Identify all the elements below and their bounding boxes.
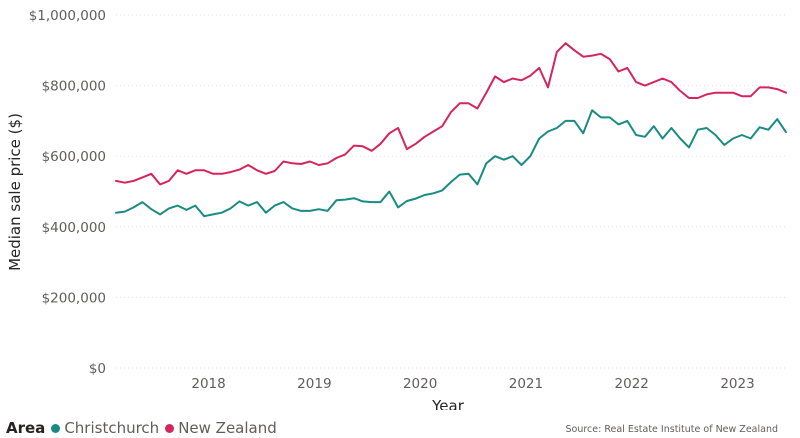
y-tick-label: $400,000: [42, 220, 106, 236]
y-axis-ticks: $0 $200,000 $400,000 $600,000 $800,000 $1,000…: [29, 8, 106, 377]
series-line-new-zealand[interactable]: [115, 42, 787, 186]
series-line-christchurch[interactable]: [115, 109, 787, 218]
legend: Area Christchurch New Zealand: [6, 419, 283, 437]
x-axis-ticks: 2018 2019 2020 2021 2022 2023: [191, 376, 754, 392]
legend-item-new-zealand[interactable]: New Zealand: [165, 419, 277, 437]
line-chart: $0 $200,000 $400,000 $600,000 $800,000 $1,000…: [6, 8, 787, 410]
legend-title: Area: [6, 419, 46, 437]
y-tick-label: $0: [89, 361, 106, 377]
y-tick-label: $1,000,000: [29, 8, 106, 24]
x-tick-label: 2019: [297, 376, 331, 392]
x-tick-label: 2018: [191, 376, 225, 392]
legend-marker-new-zealand: [165, 423, 175, 433]
source-note: Source: Real Estate Institute of New Zea…: [565, 424, 778, 435]
legend-label-christchurch: Christchurch: [64, 419, 160, 437]
legend-marker-christchurch: [51, 423, 61, 433]
legend-item-christchurch[interactable]: Christchurch: [51, 419, 159, 437]
legend-label-new-zealand: New Zealand: [178, 419, 277, 437]
y-tick-label: $600,000: [42, 149, 106, 165]
gridlines: [116, 14, 786, 369]
x-tick-label: 2022: [615, 376, 649, 392]
x-tick-label: 2021: [509, 376, 543, 392]
series-lines: [115, 42, 787, 218]
y-axis-title: Median sale price ($): [6, 113, 24, 271]
x-tick-label: 2020: [403, 376, 437, 392]
y-tick-label: $800,000: [42, 79, 106, 95]
x-tick-label: 2023: [720, 376, 754, 392]
y-tick-label: $200,000: [42, 290, 106, 306]
x-axis-title: Year: [431, 397, 465, 410]
